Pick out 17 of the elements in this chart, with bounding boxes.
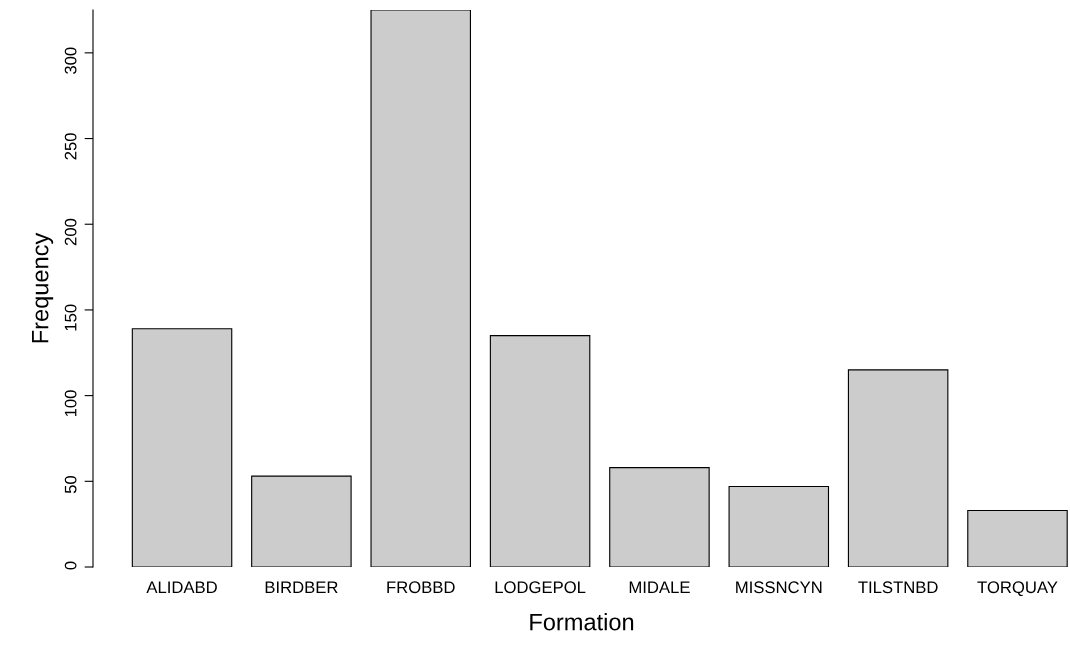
y-tick-label: 50 [64,475,77,494]
x-axis-title: Formation [530,613,634,631]
x-tick-label: MISSNCYN [736,581,822,594]
y-axis-title: Frequency [32,232,54,343]
x-tick-label: TORQUAY [977,581,1058,597]
y-tick-label: 250 [64,133,77,160]
x-tick-label: FROBBD [387,581,455,594]
y-tick-label: 200 [64,218,77,246]
x-tick-label: ALIDABD [146,581,217,593]
x-tick-label: LODGEPOL [495,581,586,594]
y-tick-label: 150 [64,304,77,331]
x-tick-label: MIDALE [629,581,690,593]
y-tick-label: 100 [64,390,77,417]
x-tick-label: BIRDBER [265,581,338,593]
x-tick-label: TILSTNBD [858,581,938,594]
y-tick-label: 0 [64,561,77,570]
y-tick-label: 300 [64,47,77,74]
